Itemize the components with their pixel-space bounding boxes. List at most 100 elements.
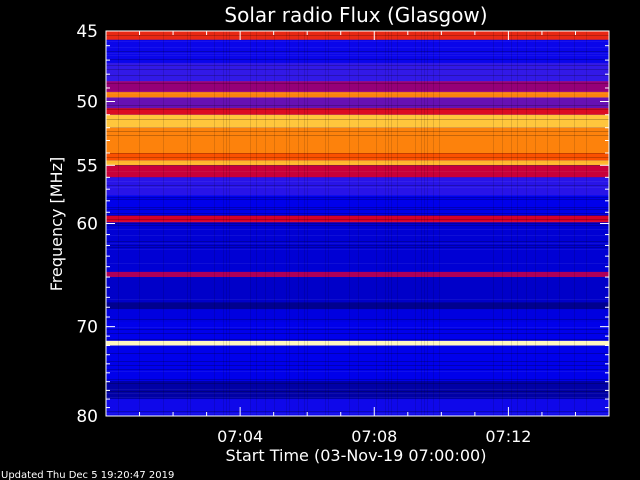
frequency-band bbox=[106, 92, 609, 98]
noise-streak bbox=[358, 31, 359, 416]
frequency-band bbox=[106, 177, 609, 196]
noise-streak bbox=[349, 31, 350, 416]
texture-line bbox=[106, 225, 609, 226]
frequency-band bbox=[106, 381, 609, 400]
noise-streak bbox=[376, 31, 377, 416]
texture-line bbox=[106, 411, 609, 412]
noise-streak bbox=[163, 31, 164, 416]
y-axis-label: Frequency [MHz] bbox=[47, 157, 66, 291]
noise-streak bbox=[547, 31, 548, 416]
texture-line bbox=[106, 215, 609, 216]
texture-line bbox=[106, 91, 609, 92]
texture-line bbox=[106, 131, 609, 132]
texture-line bbox=[106, 65, 609, 66]
texture-line bbox=[106, 185, 609, 186]
plot-frame bbox=[105, 30, 610, 417]
noise-streak bbox=[502, 31, 503, 416]
noise-streak bbox=[421, 31, 422, 416]
noise-streak bbox=[511, 31, 512, 416]
frequency-band bbox=[106, 152, 609, 161]
texture-line bbox=[106, 207, 609, 208]
updated-timestamp: Updated Thu Dec 5 19:20:47 2019 bbox=[1, 470, 174, 480]
texture-line bbox=[106, 213, 609, 214]
texture-line bbox=[106, 371, 609, 372]
noise-streak bbox=[304, 31, 305, 416]
texture-line bbox=[106, 181, 609, 182]
texture-line bbox=[106, 195, 609, 196]
texture-line bbox=[106, 381, 609, 382]
noise-streak bbox=[559, 31, 560, 416]
frequency-band bbox=[106, 62, 609, 82]
texture-line bbox=[106, 69, 609, 70]
texture-line bbox=[106, 199, 609, 200]
texture-line bbox=[106, 229, 609, 230]
texture-line bbox=[106, 245, 609, 246]
frequency-band bbox=[106, 127, 609, 153]
texture-line bbox=[106, 333, 609, 334]
texture-line bbox=[106, 119, 609, 120]
noise-streak bbox=[307, 31, 308, 416]
noise-streak bbox=[397, 31, 398, 416]
frequency-band bbox=[106, 345, 609, 382]
noise-streak bbox=[286, 31, 287, 416]
noise-streak bbox=[433, 31, 434, 416]
texture-line bbox=[106, 209, 609, 210]
x-tick-label: 07:12 bbox=[485, 427, 531, 446]
noise-streak bbox=[535, 31, 536, 416]
texture-line bbox=[106, 171, 609, 172]
texture-line bbox=[106, 75, 609, 76]
noise-streak bbox=[493, 31, 494, 416]
noise-streak bbox=[526, 31, 527, 416]
y-tick-label: 70 bbox=[76, 318, 98, 338]
texture-line bbox=[106, 163, 609, 164]
noise-streak bbox=[427, 31, 428, 416]
texture-line bbox=[106, 241, 609, 242]
y-axis-label-main: Frequency bbox=[47, 203, 66, 291]
noise-streak bbox=[424, 31, 425, 416]
heatmap-area bbox=[106, 31, 609, 416]
frequency-band bbox=[106, 97, 609, 109]
frequency-band bbox=[106, 309, 609, 322]
texture-line bbox=[106, 153, 609, 154]
texture-line bbox=[106, 369, 609, 370]
noise-streak bbox=[214, 31, 215, 416]
noise-streak bbox=[265, 31, 266, 416]
x-tick-label: 07:08 bbox=[351, 427, 397, 446]
y-axis-label-unit: [MHz] bbox=[47, 157, 66, 204]
noise-streak bbox=[391, 31, 392, 416]
texture-line bbox=[106, 327, 609, 328]
texture-line bbox=[106, 329, 609, 330]
texture-line bbox=[106, 391, 609, 392]
texture-line bbox=[106, 47, 609, 48]
x-tick-label: 07:04 bbox=[217, 427, 263, 446]
texture-line bbox=[106, 379, 609, 380]
texture-line bbox=[106, 365, 609, 366]
texture-line bbox=[106, 223, 609, 224]
noise-streak bbox=[574, 31, 575, 416]
texture-line bbox=[106, 361, 609, 362]
frequency-band bbox=[106, 340, 609, 346]
noise-streak bbox=[118, 31, 119, 416]
texture-line bbox=[106, 235, 609, 236]
texture-line bbox=[106, 135, 609, 136]
frequency-band bbox=[106, 271, 609, 278]
frequency-band bbox=[106, 114, 609, 128]
frequency-band bbox=[106, 108, 609, 115]
frequency-band bbox=[106, 399, 609, 416]
frequency-band bbox=[106, 165, 609, 178]
texture-line bbox=[106, 413, 609, 414]
noise-streak bbox=[190, 31, 191, 416]
chart-title: Solar radio Flux (Glasgow) bbox=[224, 3, 487, 27]
texture-line bbox=[106, 59, 609, 60]
noise-streak bbox=[139, 31, 140, 416]
y-tick-label: 50 bbox=[76, 93, 98, 113]
noise-streak bbox=[274, 31, 275, 416]
noise-streak bbox=[289, 31, 290, 416]
noise-streak bbox=[385, 31, 386, 416]
texture-line bbox=[106, 105, 609, 106]
frequency-band bbox=[106, 215, 609, 223]
texture-line bbox=[106, 83, 609, 84]
noise-streak bbox=[586, 31, 587, 416]
texture-line bbox=[106, 249, 609, 250]
noise-streak bbox=[187, 31, 188, 416]
